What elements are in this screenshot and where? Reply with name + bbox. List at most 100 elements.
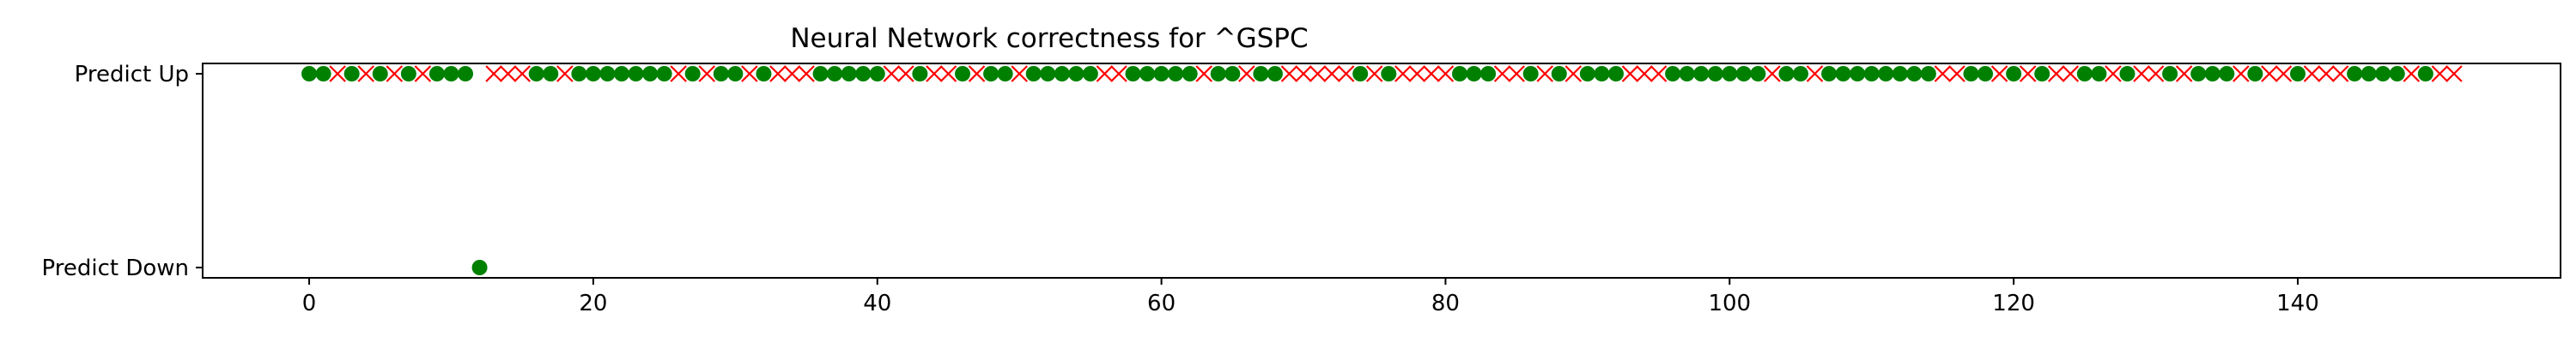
incorrect-prediction-point [1323, 65, 1340, 82]
incorrect-prediction-point [670, 65, 687, 82]
correct-prediction-point [1679, 66, 1695, 81]
incorrect-prediction-point [1564, 65, 1583, 82]
incorrect-prediction-point [556, 65, 574, 82]
correct-prediction-point [656, 66, 672, 81]
incorrect-prediction-point [1423, 65, 1440, 82]
incorrect-prediction-point [1011, 65, 1028, 82]
correct-prediction-point [1025, 66, 1042, 81]
incorrect-prediction-point [968, 65, 986, 82]
correct-prediction-point [2162, 66, 2178, 81]
correct-prediction-point [1522, 66, 1539, 81]
correct-prediction-point [1821, 66, 1838, 81]
incorrect-prediction-point [1649, 65, 1668, 82]
correct-prediction-point [1750, 66, 1766, 81]
correct-prediction-point [1693, 66, 1710, 81]
correct-prediction-point [812, 66, 829, 81]
correct-prediction-point [1182, 66, 1198, 81]
correct-prediction-point [585, 66, 601, 81]
incorrect-prediction-point [1280, 65, 1298, 82]
incorrect-prediction-point [485, 65, 502, 82]
correct-prediction-point [528, 66, 544, 81]
correct-prediction-point [713, 66, 729, 81]
correct-prediction-point [2034, 66, 2050, 81]
correct-prediction-point [1068, 66, 1084, 81]
incorrect-prediction-point [2445, 65, 2463, 82]
correct-prediction-point [2119, 66, 2136, 81]
correct-prediction-point [2091, 66, 2107, 81]
correct-prediction-point [1863, 66, 1880, 81]
correct-prediction-point [1054, 66, 1070, 81]
correct-prediction-point [855, 66, 872, 81]
incorrect-prediction-point [1295, 65, 1312, 82]
correct-prediction-point [869, 66, 885, 81]
incorrect-prediction-point [1990, 65, 2008, 82]
incorrect-prediction-point [2233, 65, 2250, 82]
x-tick-label: 20 [579, 291, 607, 316]
correct-prediction-point [428, 66, 445, 81]
incorrect-prediction-point [2047, 65, 2065, 82]
correct-prediction-point [1920, 66, 1936, 81]
correct-prediction-point [2006, 66, 2022, 81]
correct-prediction-point [2289, 66, 2306, 81]
incorrect-prediction-point [783, 65, 801, 82]
incorrect-prediction-point [2331, 65, 2349, 82]
correct-prediction-point [1168, 66, 1184, 81]
incorrect-prediction-point [2275, 65, 2293, 82]
correct-prediction-point [301, 66, 318, 81]
correct-prediction-point [1778, 66, 1795, 81]
correct-prediction-point [1594, 66, 1610, 81]
incorrect-prediction-point [2133, 65, 2150, 82]
incorrect-prediction-point [1636, 65, 1653, 82]
x-tick-label: 80 [1431, 291, 1460, 316]
incorrect-prediction-point [2105, 65, 2122, 82]
correct-prediction-point [955, 66, 971, 81]
incorrect-prediction-point [2175, 65, 2193, 82]
correct-prediction-point [1963, 66, 1979, 81]
correct-prediction-point [912, 66, 928, 81]
correct-prediction-point [2204, 66, 2221, 81]
incorrect-prediction-point [939, 65, 957, 82]
incorrect-prediction-point [1934, 65, 1952, 82]
correct-prediction-point [1381, 66, 1397, 81]
incorrect-prediction-point [357, 65, 375, 82]
incorrect-prediction-point [2019, 65, 2037, 82]
correct-prediction-point [571, 66, 587, 81]
correct-prediction-point [1878, 66, 1894, 81]
incorrect-prediction-point [798, 65, 815, 82]
incorrect-prediction-point [1536, 65, 1554, 82]
correct-prediction-point [1253, 66, 1269, 81]
correct-prediction-point [599, 66, 616, 81]
correct-prediction-point [756, 66, 772, 81]
correct-prediction-point [1579, 66, 1595, 81]
incorrect-prediction-point [1437, 65, 1455, 82]
correct-prediction-point [400, 66, 416, 81]
correct-prediction-point [684, 66, 701, 81]
x-axis: 0 20 40 60 80 100 120 140 [302, 278, 2319, 316]
incorrect-prediction-point [513, 65, 531, 82]
correct-prediction-point [1850, 66, 1866, 81]
correct-prediction-point [2247, 66, 2263, 81]
incorrect-prediction-point [499, 65, 517, 82]
y-tick-label: Predict Up [75, 62, 189, 87]
correct-prediction-point [1040, 66, 1056, 81]
correct-prediction-point [1722, 66, 1738, 81]
incorrect-prediction-point [1365, 65, 1383, 82]
correct-prediction-point [1267, 66, 1283, 81]
correct-prediction-point [2347, 66, 2363, 81]
correct-prediction-point [1082, 66, 1098, 81]
correct-prediction-point [1153, 66, 1170, 81]
correct-prediction-point [1224, 66, 1241, 81]
chart-title: Neural Network correctness for ^GSPC [790, 23, 1308, 54]
correct-prediction-point [1665, 66, 1681, 81]
correct-prediction-point [1139, 66, 1156, 81]
correct-prediction-point [1551, 66, 1567, 81]
correct-prediction-point [2375, 66, 2391, 81]
correct-prediction-point [2076, 66, 2093, 81]
correct-prediction-point [613, 66, 629, 81]
correct-prediction-point [458, 66, 474, 81]
incorrect-prediction-point [897, 65, 914, 82]
incorrect-prediction-point [1508, 65, 1525, 82]
incorrect-prediction-point [741, 65, 758, 82]
correct-prediction-point [1892, 66, 1908, 81]
correct-prediction-point [2219, 66, 2235, 81]
